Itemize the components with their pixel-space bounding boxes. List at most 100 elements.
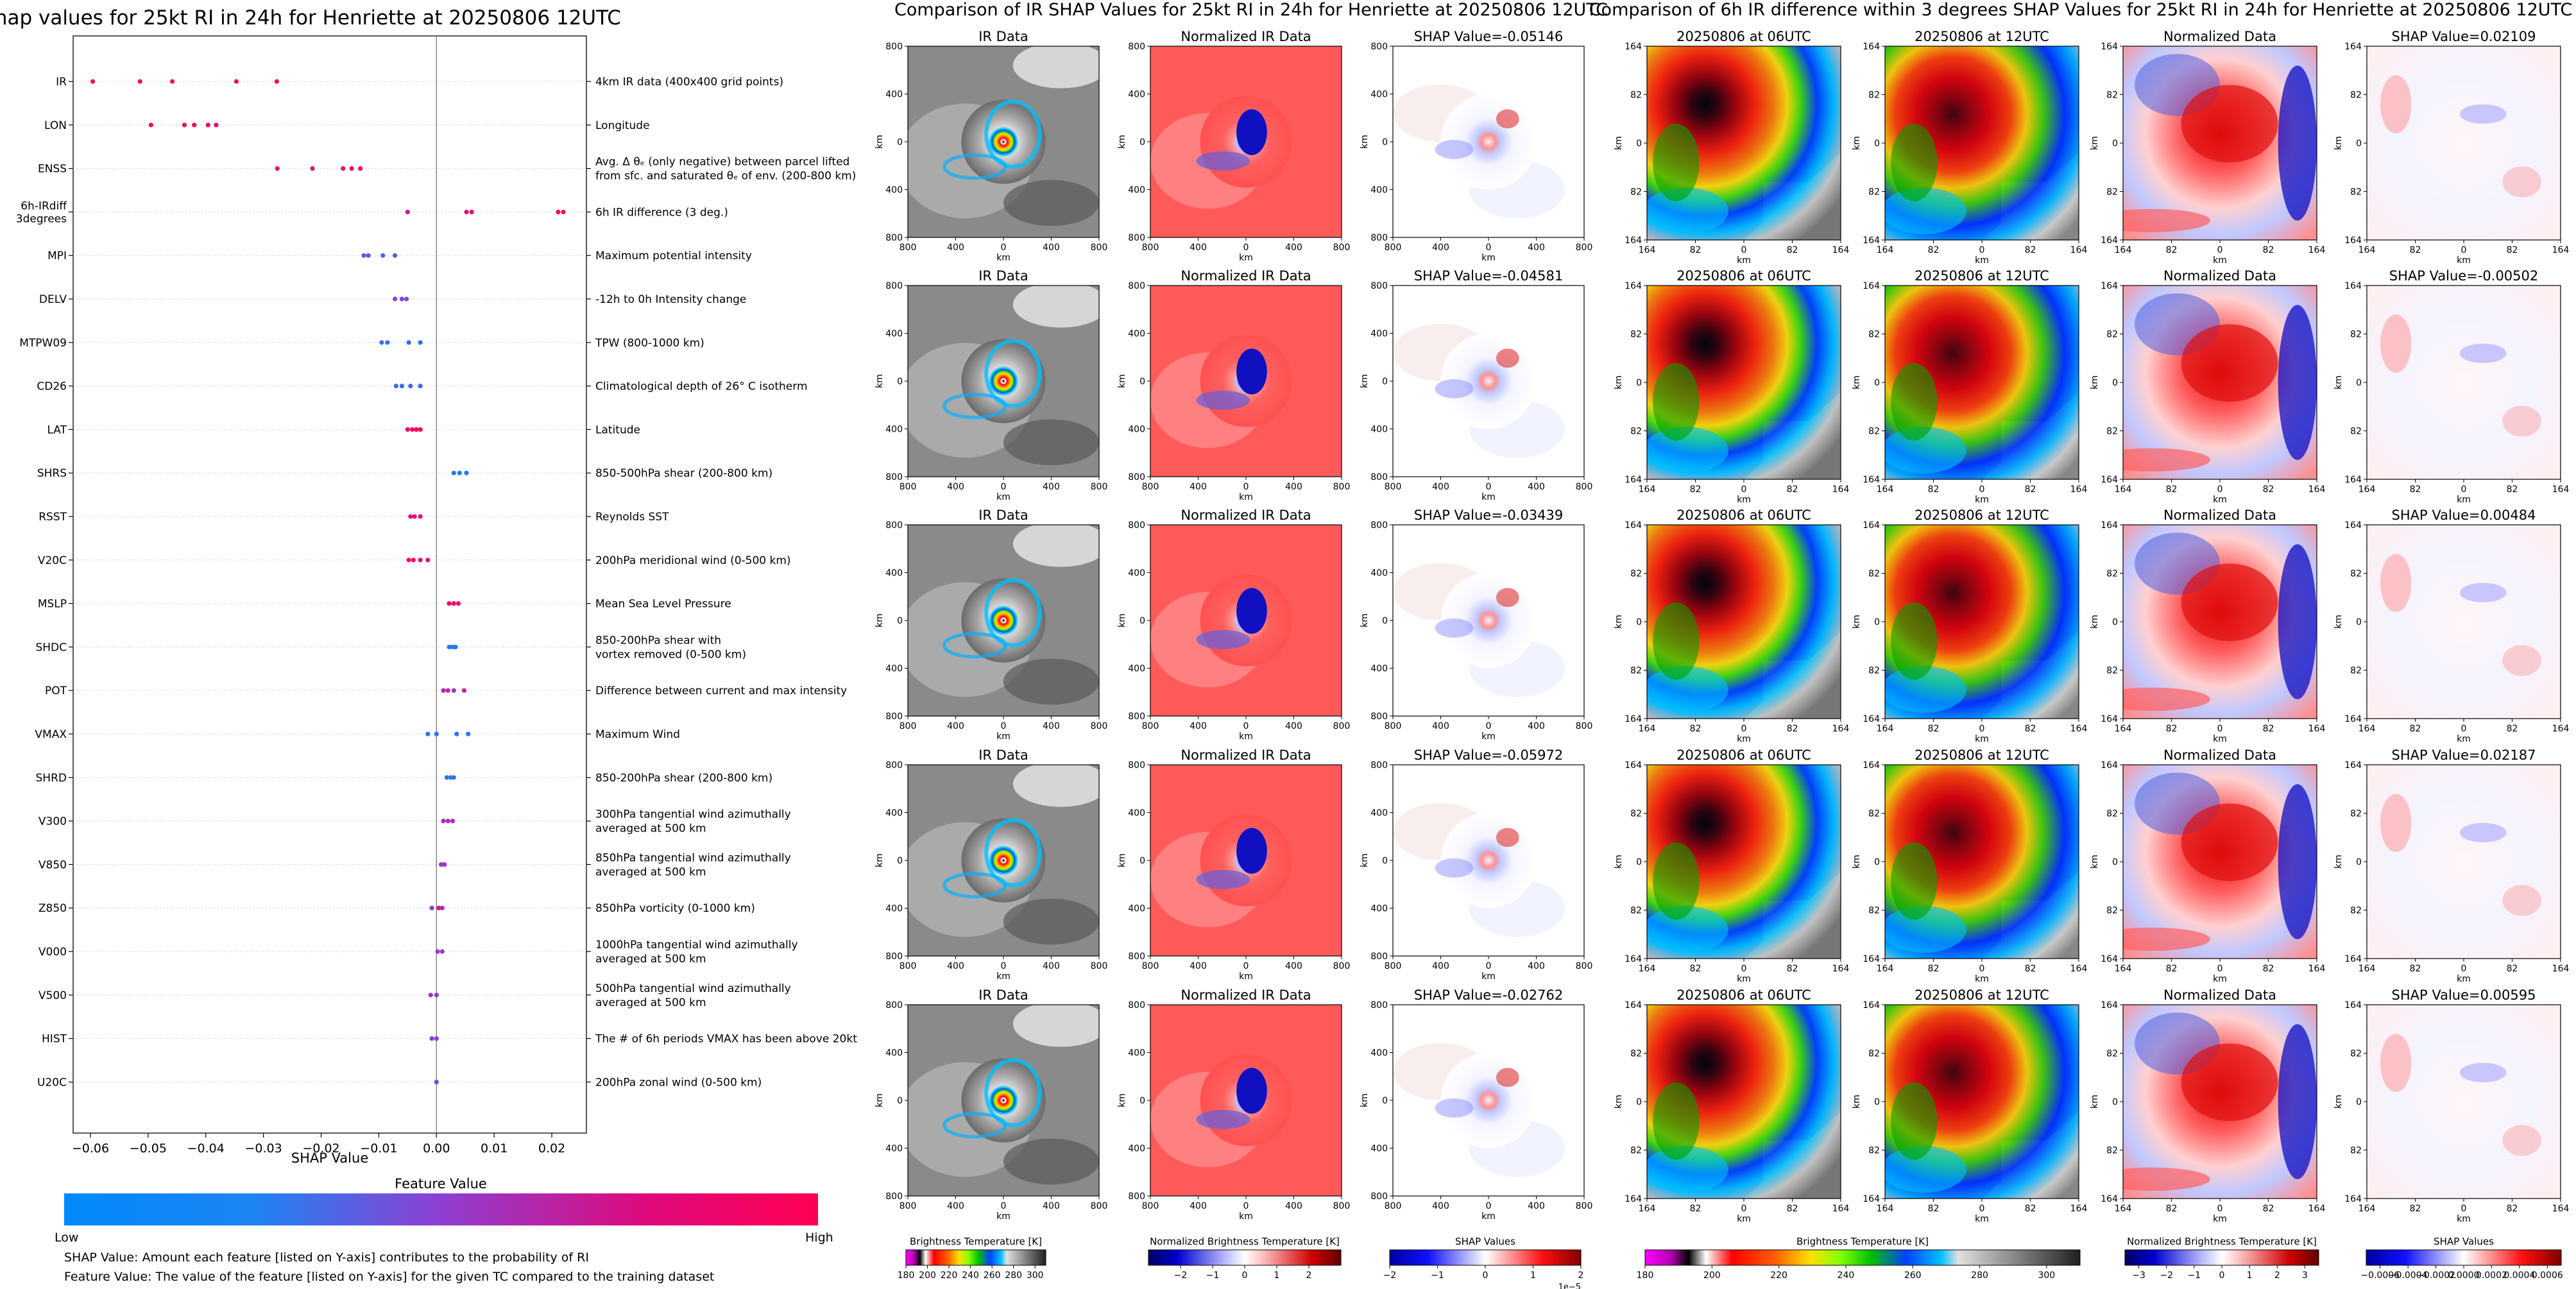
y-tick-label: 82 [2350,906,2362,916]
colorbar-tick-label: 0.0002 [2476,1270,2507,1281]
y-tick-label: 82 [1868,1146,1880,1156]
x-tick-label: 800 [1333,721,1351,731]
shap-point [441,819,446,824]
colorbar-tick-label: 180 [898,1270,915,1281]
x-tick-label: 0.00 [423,1141,450,1156]
heatmap-panel-shapd: SHAP Value=0.021871641648282008282164164… [2333,747,2569,984]
feature-descriptions: 4km IR data (400x400 grid points) Longitu… [595,76,857,1089]
x-tick-label: 164 [2552,724,2570,734]
y-tick-label: 800 [885,520,903,531]
shap-point [275,166,280,171]
x-tick-label: 400 [1432,1201,1449,1211]
x-tick-label: 800 [900,1201,917,1211]
shap-point [456,601,461,606]
y-tick-label: 800 [1370,42,1388,52]
panel-title: SHAP Value=-0.00502 [2389,268,2539,284]
x-tick-label: 0 [2461,245,2467,255]
x-tick-label: 164 [1639,245,1656,255]
x-tick-label: 164 [2308,484,2326,495]
y-tick-label: 164 [1625,235,1642,246]
y-tick-label: 164 [2344,475,2362,485]
x-tick-label: 82 [2263,245,2274,255]
x-axis-label: km [2213,255,2227,266]
shap-point [457,470,462,475]
y-axis-label: km [1117,853,1127,867]
shap-point [408,514,413,519]
x-tick-label: 0 [1001,961,1007,971]
x-tick-label: 400 [1432,243,1449,253]
shap-point [418,340,423,345]
x-axis-label: km [2457,495,2471,505]
ir-comparison-title: Comparison of IR SHAP Values for 25kt RI… [894,0,1608,20]
panel-title: IR Data [978,29,1028,44]
heatmap-panel-t12: 20250806 at 12UTC1641648282008282164164k… [1852,987,2087,1224]
y-tick-label: 400 [885,1048,903,1059]
heatmap-panel-shap: SHAP Value=-0.03439800800400400004004008… [1360,508,1592,742]
y-axis-label: km [2090,855,2100,869]
x-tick-label: 0 [1486,482,1492,492]
y-tick-label: 400 [1128,808,1145,819]
heatmap-colorbars: Brightness Temperature [K]180 200 220 240 26… [898,1236,2563,1289]
y-tick-label: 164 [1625,760,1642,771]
feature-name: LAT [47,423,67,436]
x-axis-label: km [1975,1214,1989,1224]
y-tick-label: 82 [2106,1049,2118,1059]
heatmap-panel-t12: 20250806 at 12UTC1641648282008282164164k… [1852,508,2087,744]
shap-point [429,1036,434,1041]
feature-description: Mean Sea Level Pressure [595,598,731,611]
y-tick-label: 0 [2112,378,2118,388]
y-tick-label: 0 [2356,139,2362,149]
x-tick-label: 0 [1243,961,1249,971]
x-tick-label: 82 [2263,484,2274,495]
heatmap-panel-t12: 20250806 at 12UTC1641648282008282164164k… [1852,747,2087,984]
y-tick-label: 800 [1370,281,1388,291]
heatmap-panel-ndiff: Normalized Data1641648282008282164164kmk… [2090,987,2325,1224]
shap-point [447,644,452,650]
x-tick-label: 400 [1432,721,1449,731]
x-tick-label: 800 [1576,482,1593,492]
feature-name: MPI [47,250,67,262]
shap-point [425,558,431,563]
shap-point [451,470,456,475]
x-axis-label: km [1737,1214,1751,1224]
colorbar-tick-label: 260 [984,1270,1001,1281]
x-tick-label: 0.02 [538,1141,565,1156]
y-tick-label: 0 [1874,857,1880,867]
y-tick-label: 0 [1139,377,1145,387]
x-tick-label: 800 [1385,961,1402,971]
x-axis-label: km [2457,974,2471,984]
shap-point [445,819,450,824]
x-tick-label: 164 [2115,484,2132,495]
y-tick-label: 400 [1128,329,1145,339]
colorbar-tick-label: 240 [1838,1270,1855,1281]
panel-title: SHAP Value=0.02109 [2392,29,2536,44]
x-tick-label: 800 [1091,243,1108,253]
shap-point [435,949,440,954]
x-tick-label: 164 [1832,1204,1850,1214]
y-tick-label: 164 [1625,714,1642,724]
heatmap-panel-shap: SHAP Value=-0.02762800800400400004004008… [1360,987,1592,1222]
x-tick-label: 400 [947,721,964,731]
colorbar-tick-label: −2 [2160,1270,2173,1281]
x-tick-label: 0 [2461,964,2467,974]
shap-point [418,514,423,519]
y-tick-label: 0 [1382,856,1388,866]
x-tick-label: −0.04 [187,1141,225,1156]
y-tick-label: 0 [1636,139,1642,149]
heatmap-panel-shapd: SHAP Value=-0.00502164164828200828216416… [2333,268,2569,505]
shap-point [469,209,474,214]
feature-description: 300hPa tangential wind azimuthally [595,808,791,821]
shap-point [434,1079,439,1084]
x-tick-label: 164 [1877,484,1894,495]
x-axis-label: km [2213,974,2227,984]
panel-title: SHAP Value=-0.03439 [1414,508,1564,523]
x-tick-label: 0 [1243,243,1249,253]
colorbar-label: Normalized Brightness Temperature [K] [2127,1236,2317,1247]
y-tick-label: 400 [885,185,903,196]
y-tick-label: 400 [1128,664,1145,674]
x-tick-label: 82 [2025,1204,2036,1214]
x-tick-label: 800 [1091,482,1108,492]
x-tick-label: 800 [1142,243,1159,253]
shap-point [214,123,219,128]
